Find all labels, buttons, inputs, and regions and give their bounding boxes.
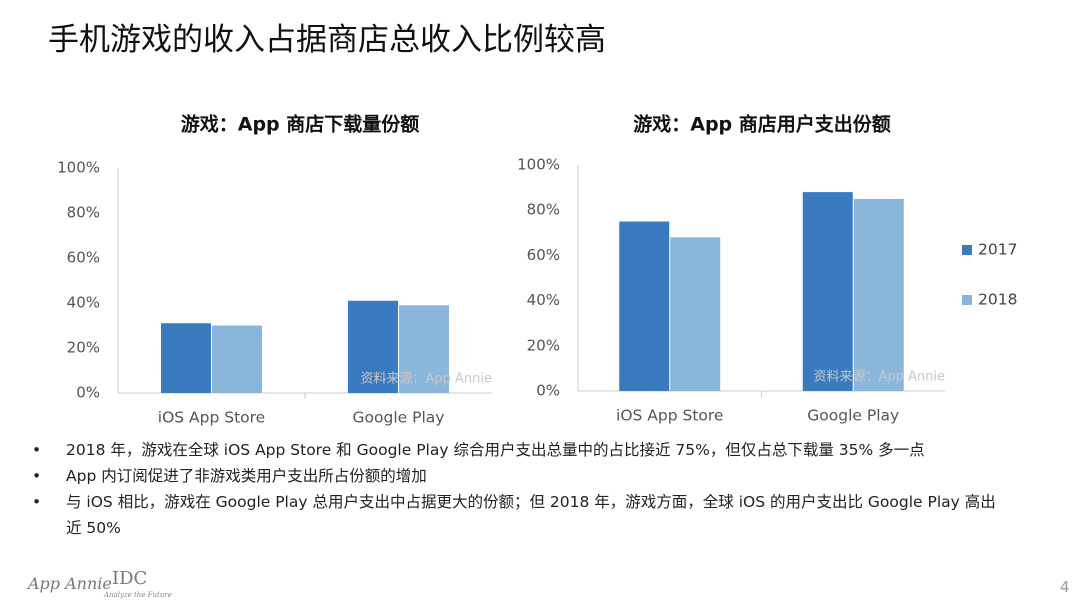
logo: IDC [112, 568, 148, 589]
bar [399, 305, 449, 393]
bar [802, 192, 853, 391]
chart-title: 游戏：App 商店下载量份额 [181, 113, 420, 136]
bar [853, 198, 904, 391]
legend-swatch [962, 245, 972, 255]
x-tick-label: Google Play [807, 407, 899, 425]
charts: 游戏：App 商店下载量份额 0% 20% 40% 60% 80% 100% iOS App … [57, 113, 1017, 427]
y-tick-label: 20% [67, 339, 100, 357]
chart-title: 游戏：App 商店用户支出份额 [633, 113, 891, 136]
logo-tagline: Analyze the Future [104, 591, 172, 599]
bullet: App 内订阅促进了非游戏类用户支出所占份额的增加 [30, 463, 1010, 489]
y-tick-label: 100% [517, 156, 560, 174]
bar [619, 221, 670, 391]
bar [161, 323, 211, 393]
legend-swatch [962, 295, 972, 305]
slide-title: 手机游戏的收入占据商店总收入比例较高 [48, 22, 606, 58]
source-note: 资料来源：App Annie [813, 370, 945, 385]
bullet: 与 iOS 相比，游戏在 Google Play 总用户支出中占据更大的份额；但… [30, 489, 1010, 541]
bullet: 2018 年，游戏在全球 iOS App Store 和 Google Play… [30, 437, 1010, 463]
y-tick-label: 60% [67, 249, 100, 267]
y-tick-label: 80% [67, 204, 100, 222]
x-tick-label: iOS App Store [616, 407, 723, 425]
legend-label: 2018 [978, 291, 1017, 309]
logo: App Annie [28, 574, 112, 593]
source-note: 资料来源：App Annie [360, 372, 492, 387]
bullet-list: 2018 年，游戏在全球 iOS App Store 和 Google Play… [30, 437, 1010, 541]
page-number: 4 [1060, 578, 1070, 596]
y-tick-label: 0% [536, 382, 560, 400]
y-tick-label: 40% [527, 291, 560, 309]
legend-label: 2017 [978, 241, 1017, 259]
bar [348, 300, 398, 393]
y-tick-label: 80% [527, 201, 560, 219]
y-tick-label: 100% [57, 159, 100, 177]
bar [670, 237, 721, 391]
y-tick-label: 60% [527, 246, 560, 264]
x-tick-label: iOS App Store [158, 409, 265, 427]
y-tick-label: 20% [527, 336, 560, 354]
x-tick-label: Google Play [353, 409, 445, 427]
bar [212, 325, 262, 393]
y-tick-label: 40% [67, 294, 100, 312]
y-tick-label: 0% [76, 384, 100, 402]
